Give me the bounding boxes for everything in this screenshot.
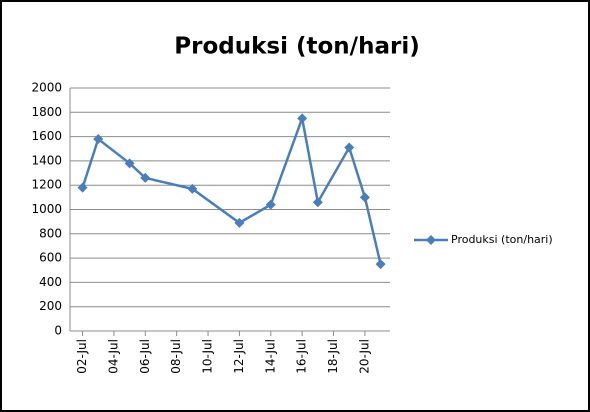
x-tick-label: 14-Jul	[263, 339, 277, 374]
x-tick-label: 06-Jul	[138, 339, 152, 374]
x-tick-label: 08-Jul	[169, 339, 183, 374]
x-tick-label: 16-Jul	[295, 339, 309, 374]
x-tick-label: 20-Jul	[357, 339, 371, 374]
y-tick-label: 1000	[31, 202, 62, 216]
point	[77, 182, 88, 193]
point	[140, 172, 151, 183]
y-tick-label: 1400	[31, 153, 62, 167]
chart-title: Produksi (ton/hari)	[174, 34, 419, 60]
point	[359, 192, 370, 203]
y-tick-label: 1600	[31, 129, 62, 143]
y-tick-label: 600	[39, 251, 62, 265]
x-tick-label: 18-Jul	[326, 339, 340, 374]
x-tick-label: 04-Jul	[106, 339, 120, 374]
line	[81, 113, 382, 265]
x-tick-label: 02-Jul	[75, 339, 89, 374]
point	[344, 142, 355, 153]
point	[265, 199, 276, 210]
y-tick-label: 2000	[31, 81, 62, 95]
point	[187, 183, 198, 194]
point	[375, 259, 386, 270]
y-tick-label: 200	[39, 299, 62, 313]
point	[93, 134, 104, 145]
point	[312, 197, 323, 208]
y-tick-label: 800	[39, 226, 62, 240]
legend-marker	[426, 235, 436, 245]
legend-label: Produksi (ton/hari)	[451, 233, 553, 246]
x-tick-label: 12-Jul	[232, 339, 246, 374]
y-tick-label: 1200	[31, 178, 62, 192]
point	[297, 113, 308, 124]
y-tick-label: 400	[39, 275, 62, 289]
y-tick-label: 0	[54, 324, 62, 338]
y-tick-label: 1800	[31, 105, 62, 119]
x-tick-label: 10-Jul	[201, 339, 215, 374]
point	[234, 217, 245, 228]
point	[124, 158, 135, 169]
